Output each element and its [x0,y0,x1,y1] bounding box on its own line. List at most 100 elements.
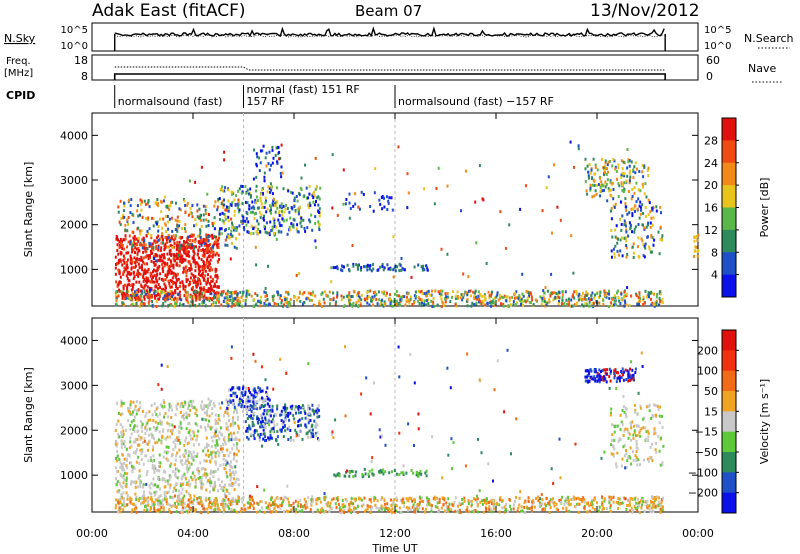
echo-pixel [228,468,231,472]
echo-pixel [273,218,276,222]
echo-pixel [183,199,186,203]
echo-pixel [115,423,118,426]
echo-pixel [289,216,292,220]
echo-pixel [257,433,260,437]
echo-pixel [124,294,127,298]
echo-pixel [194,298,197,302]
echo-pixel [598,301,601,305]
echo-pixel [526,296,529,300]
echo-pixel [197,263,200,267]
echo-pixel [118,220,121,224]
echo-pixel [241,214,244,218]
echo-pixel [281,422,284,426]
echo-pixel [163,298,166,302]
echo-pixel [158,430,161,434]
echo-pixel [357,291,360,295]
echo-pixel [191,478,194,482]
echo-pixel [600,378,603,382]
echo-pixel [201,301,204,305]
echo-pixel [137,239,140,243]
echo-pixel [268,186,271,190]
echo-pixel [219,406,222,410]
echo-pixel [649,210,652,214]
echo-pixel [170,429,172,433]
echo-pixel [194,180,197,184]
echo-pixel [259,230,262,234]
echo-pixel [142,240,145,244]
echo-pixel [153,437,155,441]
echo-pixel [328,504,331,508]
echo-pixel [173,304,176,308]
echo-pixel [252,177,255,181]
echo-pixel [214,200,217,204]
echo-pixel [239,394,242,398]
echo-pixel [626,369,629,373]
echo-pixel [196,261,199,265]
echo-pixel [331,206,334,210]
echo-pixel [424,471,427,475]
echo-pixel [590,168,593,172]
echo-pixel [199,289,202,293]
echo-pixel [655,299,658,303]
echo-pixel [453,500,456,504]
echo-pixel [270,427,273,431]
echo-pixel [634,161,637,165]
echo-pixel [248,388,250,392]
echo-pixel [230,241,233,245]
echo-pixel [308,184,311,188]
echo-pixel [179,405,182,408]
echo-pixel [198,303,201,307]
echo-pixel [305,297,308,301]
echo-pixel [640,237,643,241]
echo-pixel [164,412,167,416]
echo-pixel [263,205,266,209]
echo-pixel [258,438,261,442]
echo-pixel [136,269,139,273]
echo-pixel [626,459,629,462]
echo-pixel [157,258,160,262]
echo-pixel [611,164,614,168]
echo-pixel [693,254,695,258]
echo-pixel [615,380,618,384]
echo-pixel [268,168,271,172]
echo-pixel [615,371,618,375]
echo-pixel [308,411,311,415]
echo-pixel [242,215,245,219]
echo-pixel [156,414,159,418]
echo-pixel [185,245,188,249]
echo-pixel [181,414,184,418]
echo-pixel [179,424,182,428]
echo-pixel [219,212,222,216]
echo-pixel [650,456,653,460]
echo-pixel [151,503,154,507]
echo-pixel [222,291,225,295]
echo-pixel [499,210,502,214]
echo-pixel [233,477,235,481]
echo-pixel [386,263,389,267]
echo-pixel [226,235,228,239]
echo-pixel [114,266,117,270]
echo-pixel [137,226,140,230]
echo-pixel [227,388,230,392]
echo-pixel [601,189,604,193]
echo-pixel [272,156,275,160]
echo-pixel [121,475,124,479]
echo-pixel [269,411,272,415]
echo-pixel [190,272,193,276]
echo-pixel [227,454,230,458]
echo-pixel [650,290,653,294]
echo-pixel [644,500,647,504]
echo-pixel [195,283,198,287]
echo-pixel [181,254,184,258]
echo-pixel [200,218,202,222]
echo-pixel [348,470,351,474]
echo-pixel [131,467,134,471]
echo-pixel [142,440,145,444]
echo-pixel [661,297,664,301]
echo-pixel [164,284,167,288]
echo-pixel [589,186,592,190]
echo-pixel [230,435,233,439]
echo-pixel [454,509,457,513]
echo-pixel [187,407,189,410]
echo-pixel [651,235,654,239]
